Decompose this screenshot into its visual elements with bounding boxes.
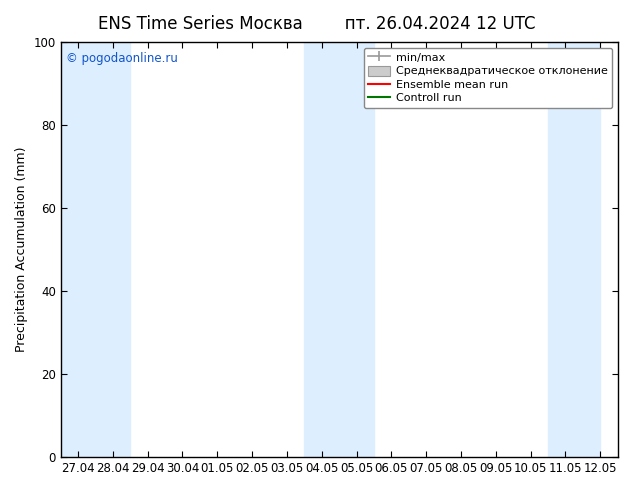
Bar <box>304 42 339 457</box>
Bar <box>339 42 374 457</box>
Legend: min/max, Среднеквадратическое отклонение, Ensemble mean run, Controll run: min/max, Среднеквадратическое отклонение… <box>363 48 612 108</box>
Text: ENS Time Series Москва        пт. 26.04.2024 12 UTC: ENS Time Series Москва пт. 26.04.2024 12… <box>98 15 536 33</box>
Y-axis label: Precipitation Accumulation (mm): Precipitation Accumulation (mm) <box>15 147 28 352</box>
Bar <box>61 42 96 457</box>
Bar <box>96 42 130 457</box>
Text: © pogodaonline.ru: © pogodaonline.ru <box>66 52 178 66</box>
Bar <box>548 42 600 457</box>
